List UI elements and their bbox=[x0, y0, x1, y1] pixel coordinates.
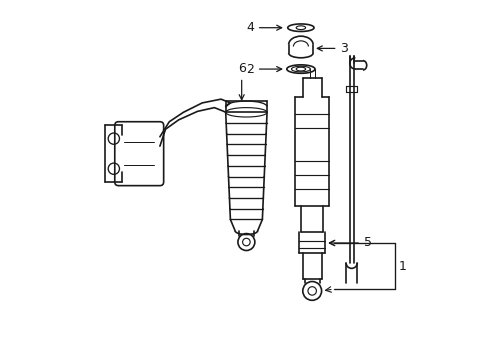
Text: 5: 5 bbox=[329, 237, 371, 249]
Text: 1: 1 bbox=[398, 260, 406, 273]
Text: 4: 4 bbox=[245, 21, 281, 34]
Text: 6: 6 bbox=[237, 62, 245, 100]
Text: 2: 2 bbox=[245, 63, 281, 76]
Text: 3: 3 bbox=[317, 42, 347, 55]
